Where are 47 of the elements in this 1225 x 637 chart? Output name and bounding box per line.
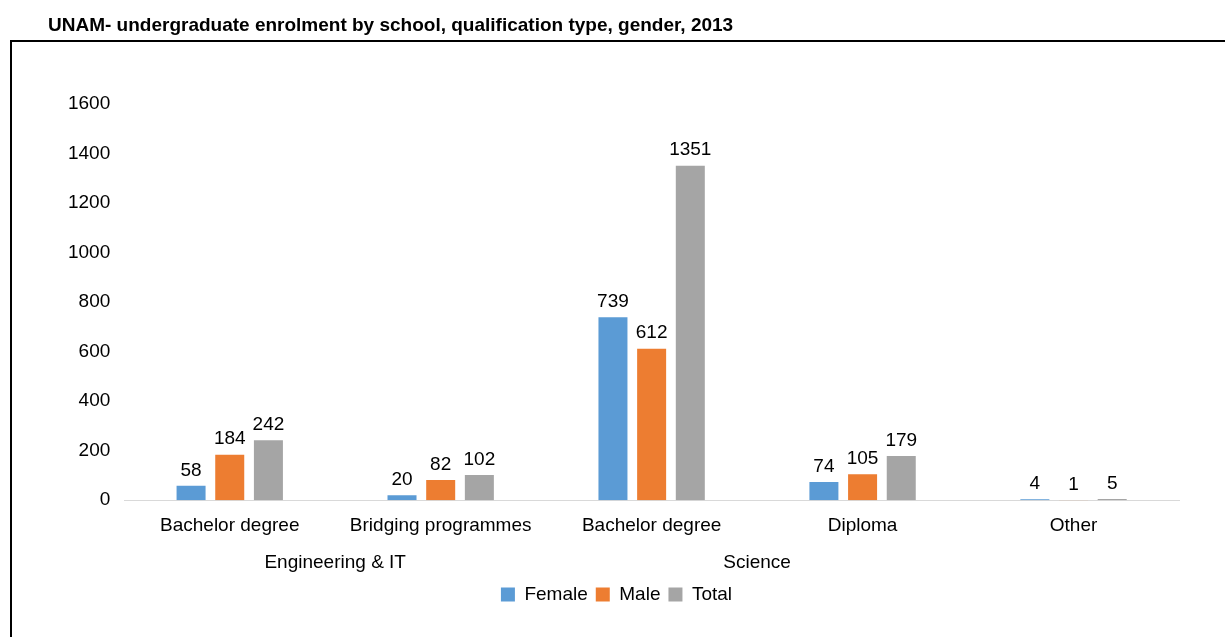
data-label: 82 bbox=[430, 452, 452, 474]
data-label: 1351 bbox=[669, 138, 712, 160]
data-label: 105 bbox=[846, 446, 879, 468]
x-tick-label: Bridging programmes bbox=[349, 513, 532, 535]
data-label: 184 bbox=[213, 427, 247, 449]
data-label: 58 bbox=[180, 458, 202, 480]
data-label: 1 bbox=[1068, 472, 1079, 494]
bar bbox=[886, 455, 916, 501]
data-label: 74 bbox=[813, 454, 835, 476]
x-tick-label: Other bbox=[1049, 513, 1098, 535]
x-tick-label: Bachelor degree bbox=[581, 513, 722, 535]
bar bbox=[253, 440, 283, 501]
y-tick-label: 600 bbox=[78, 339, 111, 361]
y-tick-label: 1600 bbox=[67, 92, 111, 114]
data-label: 20 bbox=[391, 467, 413, 489]
legend-label: Total bbox=[691, 582, 733, 604]
y-tick-label: 0 bbox=[99, 488, 111, 510]
bar bbox=[809, 481, 839, 501]
legend-label: Male bbox=[619, 582, 661, 604]
bar bbox=[464, 474, 494, 501]
bar bbox=[387, 495, 417, 501]
data-label: 612 bbox=[635, 321, 668, 343]
x-tick-label: Diploma bbox=[827, 513, 898, 535]
data-label: 4 bbox=[1029, 471, 1041, 493]
data-label: 739 bbox=[597, 289, 629, 311]
y-tick-label: 400 bbox=[78, 389, 111, 411]
y-tick-label: 1200 bbox=[67, 191, 111, 213]
data-label: 5 bbox=[1106, 471, 1118, 493]
data-label: 242 bbox=[252, 413, 285, 435]
x-tick-label: Bachelor degree bbox=[160, 513, 300, 535]
bar bbox=[598, 317, 628, 501]
chart-title: UNAM- undergraduate enrolment by school, qualification type, gender, 2013 bbox=[48, 14, 734, 36]
y-tick-label: 200 bbox=[78, 438, 111, 460]
text: Engineering & IT bbox=[264, 550, 407, 572]
bar bbox=[215, 454, 245, 501]
data-label: 102 bbox=[463, 447, 496, 469]
bar bbox=[426, 479, 456, 501]
y-tick-label: 1000 bbox=[67, 240, 111, 262]
bar bbox=[637, 348, 667, 501]
bar bbox=[176, 485, 206, 501]
y-tick-label: 1400 bbox=[67, 141, 111, 163]
bar bbox=[675, 165, 705, 501]
data-label: 179 bbox=[885, 428, 918, 450]
text: Science bbox=[723, 550, 791, 572]
legend-label: Female bbox=[524, 582, 588, 604]
y-tick-label: 800 bbox=[78, 290, 111, 312]
bar bbox=[848, 474, 878, 501]
